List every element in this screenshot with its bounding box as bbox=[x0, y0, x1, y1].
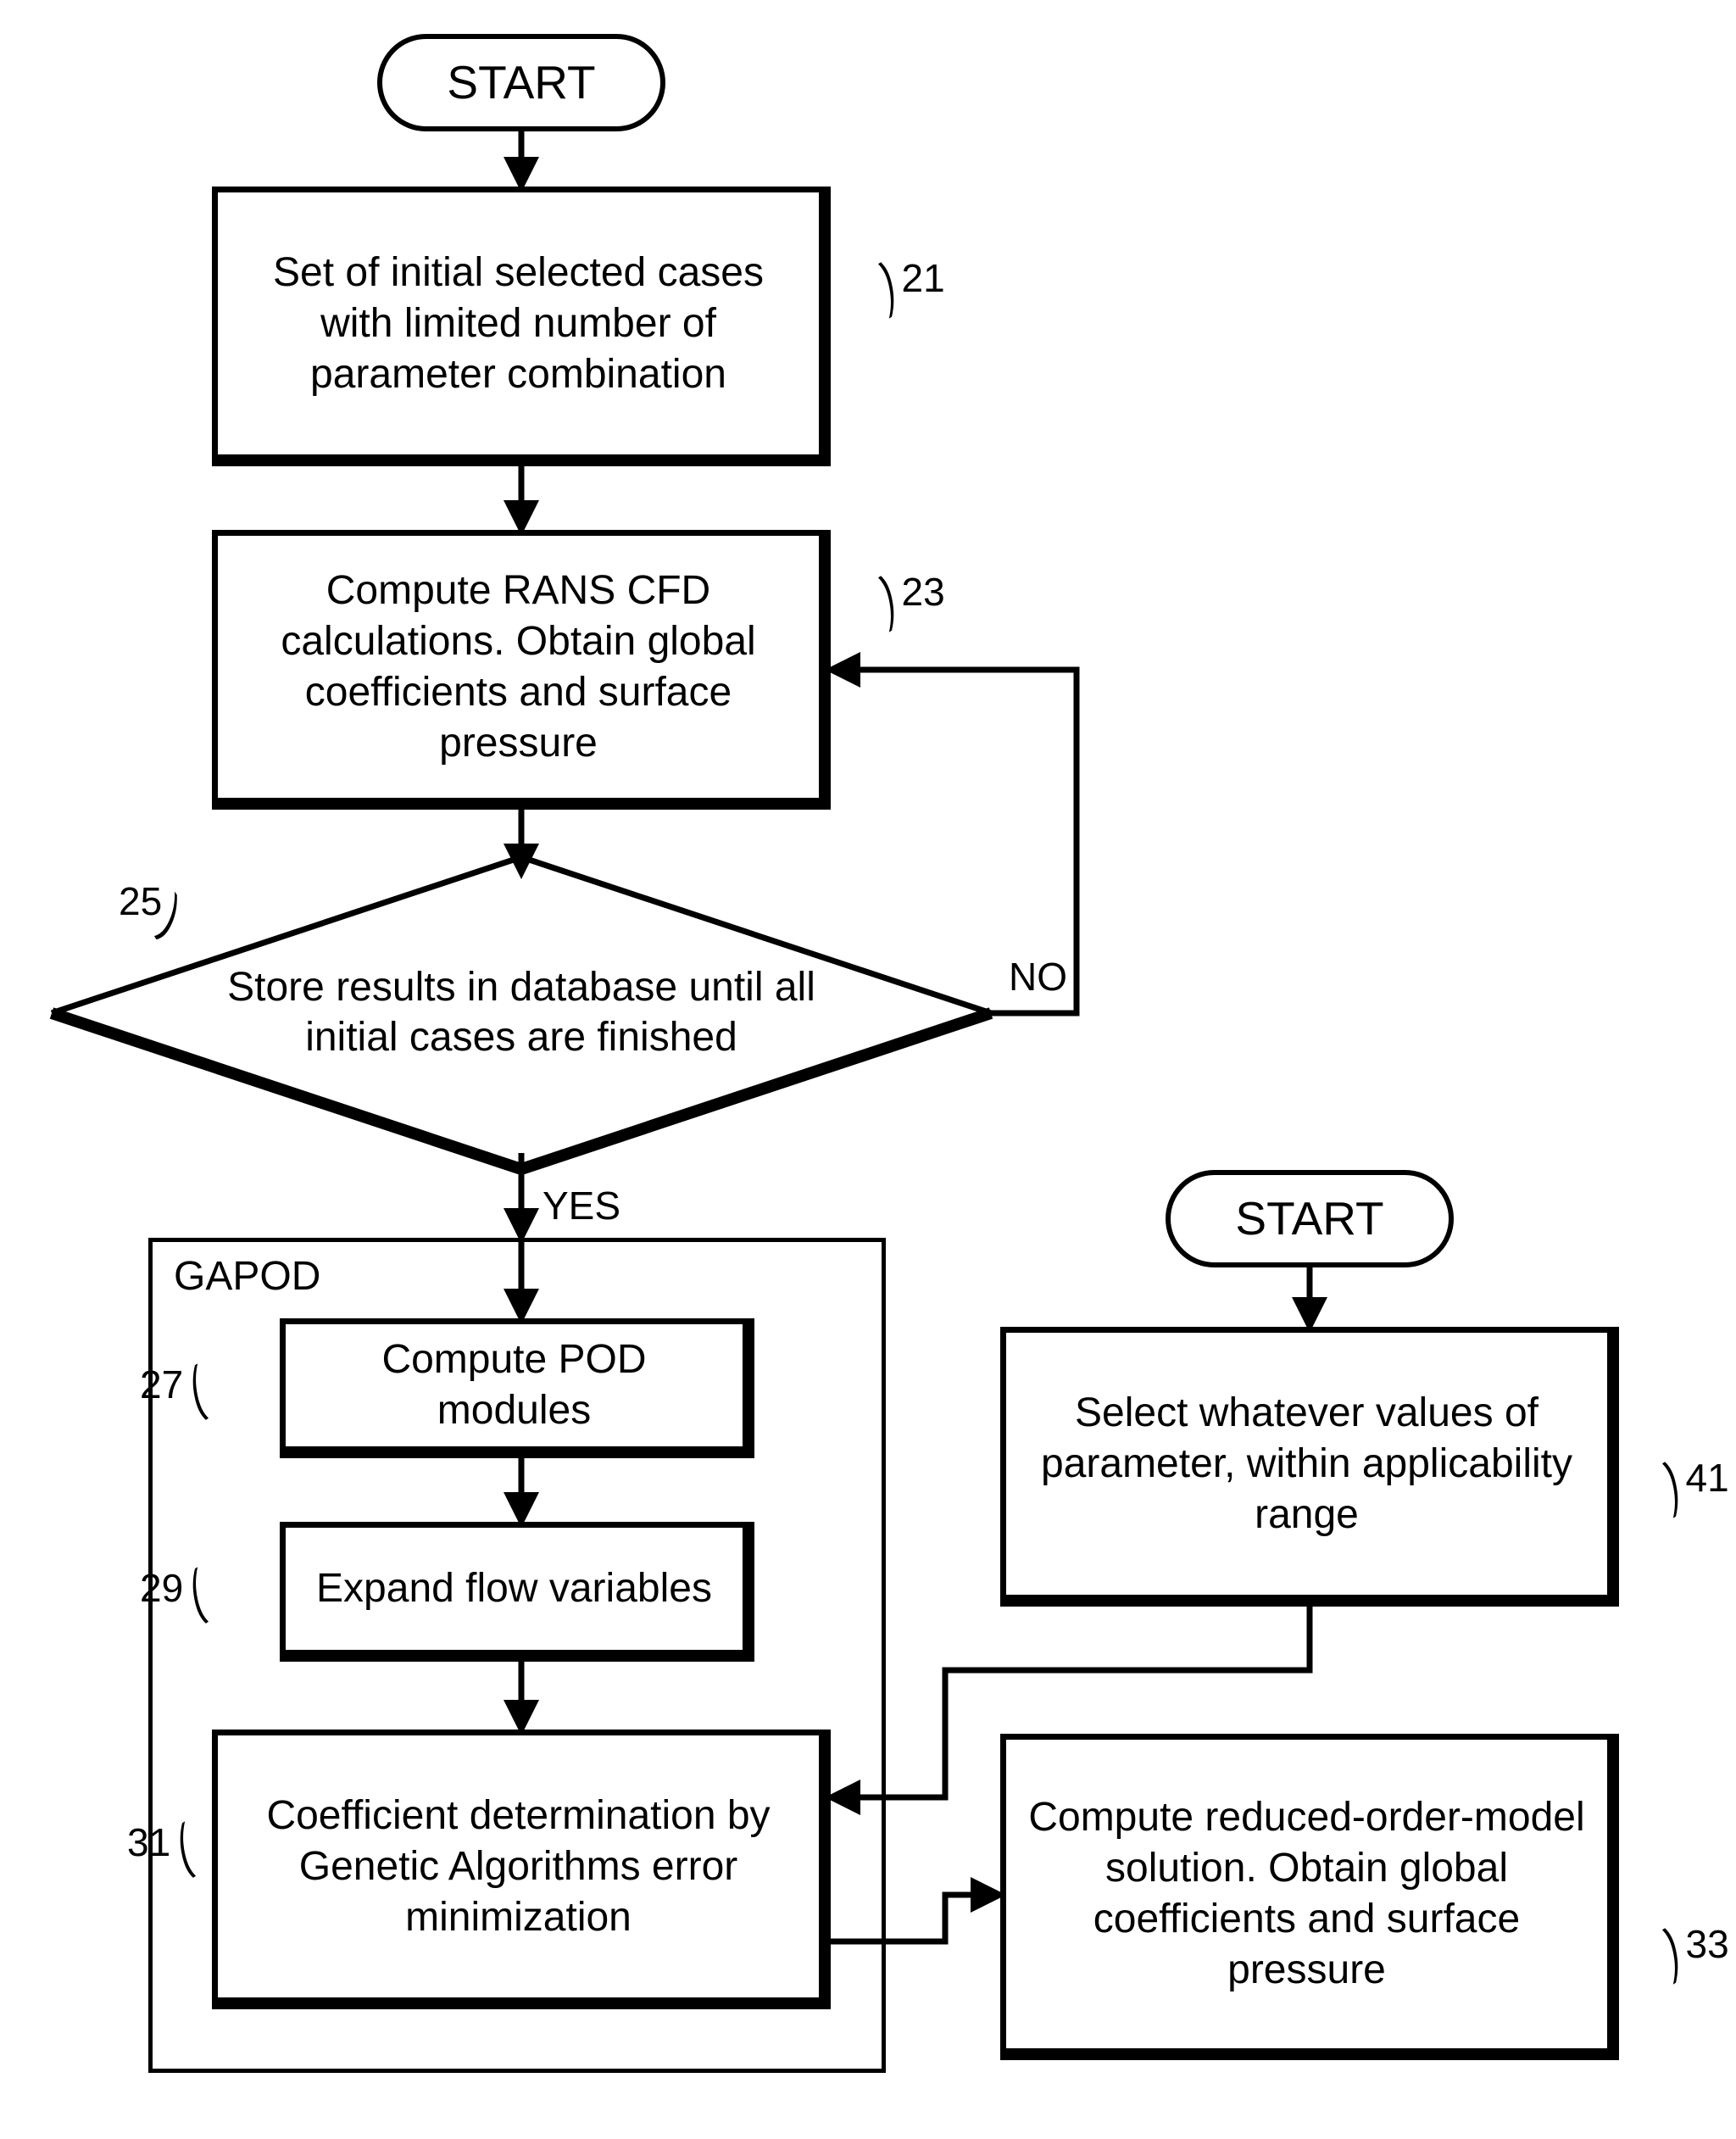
process-text: Set of initial selected cases with limit… bbox=[218, 248, 819, 400]
process-n33: Compute reduced-order-model solution. Ob… bbox=[1000, 1734, 1619, 2060]
process-text: Expand flow variables bbox=[298, 1563, 731, 1614]
terminator-label: START bbox=[1235, 1189, 1383, 1248]
process-n41: Select whatever values of parameter, wit… bbox=[1000, 1327, 1619, 1607]
ref-label-33: )33 bbox=[1661, 1908, 1729, 1980]
branch-label-no: NO bbox=[1009, 954, 1067, 1000]
process-text: Compute RANS CFD calculations. Obtain gl… bbox=[218, 565, 819, 769]
terminator-start1: START bbox=[377, 34, 665, 131]
process-text: Compute POD modules bbox=[286, 1334, 743, 1436]
ref-label-31: 31( bbox=[127, 1806, 195, 1878]
decision-text: Store results in database until all init… bbox=[182, 963, 860, 1062]
decision-d25: Store results in database until all init… bbox=[47, 852, 996, 1174]
branch-label-yes: YES bbox=[542, 1183, 620, 1228]
terminator-start2: START bbox=[1166, 1170, 1454, 1267]
process-text: Select whatever values of parameter, wit… bbox=[1006, 1388, 1607, 1540]
ref-label-41: )41 bbox=[1661, 1441, 1729, 1513]
ref-label-23: )23 bbox=[877, 555, 945, 627]
process-text: Compute reduced-order-model solution. Ob… bbox=[1006, 1792, 1607, 1996]
ref-label-27: 27( bbox=[140, 1348, 208, 1420]
process-n21: Set of initial selected cases with limit… bbox=[212, 187, 831, 466]
process-text: Coefficient determination by Genetic Alg… bbox=[218, 1791, 819, 1943]
terminator-label: START bbox=[447, 53, 595, 112]
process-n23: Compute RANS CFD calculations. Obtain gl… bbox=[212, 530, 831, 810]
ref-label-21: )21 bbox=[877, 242, 945, 314]
flowchart-canvas: START Set of initial selected cases with … bbox=[0, 0, 1736, 2139]
ref-label-25: 25) bbox=[119, 865, 186, 937]
process-n31: Coefficient determination by Genetic Alg… bbox=[212, 1730, 831, 2009]
ref-label-29: 29( bbox=[140, 1551, 208, 1624]
process-n27: Compute POD modules bbox=[280, 1318, 754, 1458]
container-label: GAPOD bbox=[174, 1253, 320, 1300]
process-n29: Expand flow variables bbox=[280, 1522, 754, 1662]
